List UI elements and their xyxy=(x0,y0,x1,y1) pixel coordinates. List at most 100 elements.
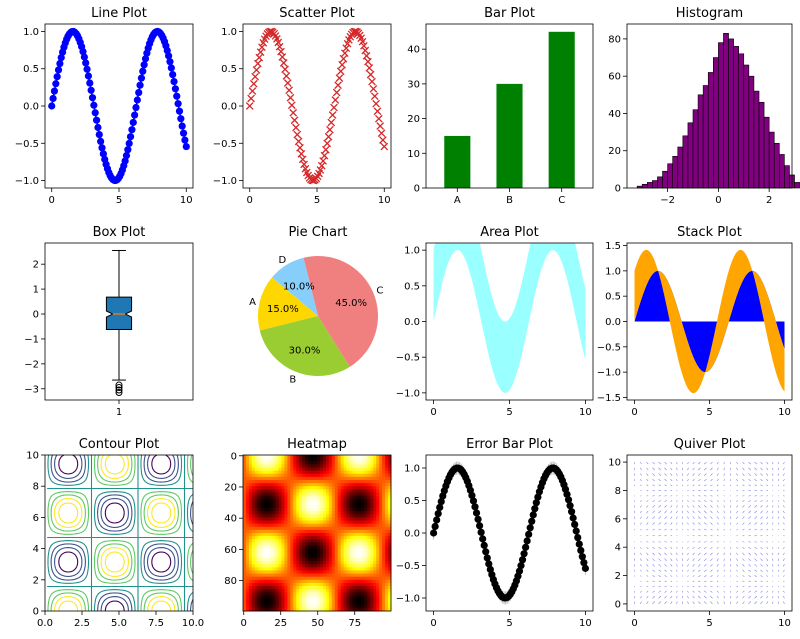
heatmap-cell xyxy=(370,542,374,546)
heatmap-cell xyxy=(349,598,353,603)
heatmap-cell xyxy=(328,511,333,515)
quiver-arrow xyxy=(697,510,701,514)
heatmap-cell xyxy=(287,567,291,571)
quiver-arrow xyxy=(658,541,661,543)
data-point xyxy=(54,66,63,74)
quiver-arrow xyxy=(698,522,701,525)
heatmap-cell xyxy=(293,564,297,568)
quiver-arrow xyxy=(664,495,667,497)
heatmap-cell xyxy=(243,579,247,584)
heatmap-cell xyxy=(254,455,259,459)
heatmap-cell xyxy=(388,542,392,546)
quiver-arrow xyxy=(670,541,673,543)
heatmap-cell xyxy=(361,529,365,534)
heatmap-cell xyxy=(266,479,271,484)
y-tick-label: 6 xyxy=(615,514,621,525)
heatmap-cell xyxy=(355,576,359,581)
heatmap-cell xyxy=(385,604,389,609)
heatmap-cell xyxy=(275,551,279,556)
heatmap-cell xyxy=(346,592,350,596)
y-tick-label: 20 xyxy=(407,114,420,125)
heatmap-cell xyxy=(319,567,324,571)
heatmap-cell xyxy=(346,533,350,537)
quiver-arrow xyxy=(670,522,673,525)
heatmap-cell xyxy=(251,573,256,578)
heatmap-cell xyxy=(269,473,273,478)
quiver-arrow xyxy=(710,522,713,525)
heatmap-cell xyxy=(376,523,380,528)
heatmap-cell xyxy=(367,607,371,612)
heatmap-cell xyxy=(278,557,282,562)
heatmap-cell xyxy=(379,592,383,596)
quiver-arrow xyxy=(670,601,673,605)
data-point xyxy=(468,491,476,500)
heatmap-cell xyxy=(287,539,291,543)
quiver-arrow xyxy=(698,495,701,497)
heatmap-cell xyxy=(317,567,321,571)
heatmap-cell xyxy=(358,492,362,496)
heatmap-cell xyxy=(287,548,291,553)
heatmap-cell xyxy=(290,479,294,484)
heatmap-cell xyxy=(257,461,262,465)
heatmap-cell xyxy=(373,542,377,546)
heatmap-cell xyxy=(328,495,333,500)
histogram-bar xyxy=(763,116,770,189)
quiver-arrow xyxy=(687,495,689,497)
heatmap-cell xyxy=(358,495,362,500)
heatmap-cell xyxy=(355,523,359,528)
heatmap-cell xyxy=(287,601,291,606)
heatmap-cell xyxy=(385,573,389,578)
heatmap-cell xyxy=(337,604,342,609)
heatmap-cell xyxy=(325,586,330,590)
heatmap-cell xyxy=(305,582,309,587)
heatmap-cell xyxy=(296,564,300,568)
heatmap-cell xyxy=(266,473,271,478)
quiver-arrow xyxy=(676,595,678,599)
heatmap-cell xyxy=(331,582,336,587)
heatmap-cell xyxy=(385,461,389,465)
heatmap-cell xyxy=(328,508,333,512)
heatmap-cell xyxy=(263,523,268,528)
heatmap-cell xyxy=(296,533,300,537)
heatmap-cell xyxy=(370,483,374,487)
heatmap-cell xyxy=(248,598,253,603)
heatmap-cell xyxy=(257,464,262,468)
heatmap-cell xyxy=(272,570,276,574)
heatmap-cell xyxy=(278,483,282,487)
heatmap-cell xyxy=(367,479,371,484)
heatmap-cell xyxy=(281,483,285,487)
heatmap-cell xyxy=(302,586,306,590)
heatmap-cell xyxy=(263,476,268,481)
data-point xyxy=(124,146,132,154)
heatmap-cell xyxy=(322,579,327,584)
heatmap-cell xyxy=(325,455,330,459)
heatmap-cell xyxy=(275,545,279,549)
heatmap-cell xyxy=(334,498,339,503)
heatmap-cell xyxy=(290,567,294,571)
heatmap-cell xyxy=(367,501,371,506)
heatmap-cell xyxy=(284,595,288,599)
heatmap-cell xyxy=(349,470,353,475)
heatmap-cell xyxy=(260,598,265,603)
heatmap-cell xyxy=(340,533,345,537)
heatmap-cell xyxy=(343,589,347,593)
heatmap-cell xyxy=(245,557,250,562)
heatmap-cell xyxy=(278,542,282,546)
heatmap-cell xyxy=(328,604,333,609)
heatmap-cell xyxy=(245,604,250,609)
heatmap-cell xyxy=(290,508,294,512)
heatmap-cell xyxy=(308,564,312,568)
heatmap-cell xyxy=(275,557,279,562)
heatmap-cell xyxy=(382,579,386,584)
heatmap-cell xyxy=(278,486,282,490)
heatmap-cell xyxy=(364,470,368,475)
quiver-arrow xyxy=(687,590,689,593)
heatmap-cell xyxy=(331,601,336,606)
heatmap-cell xyxy=(248,526,253,531)
heatmap-cell xyxy=(272,601,276,606)
heatmap-cell xyxy=(370,498,374,503)
heatmap-cell xyxy=(319,501,324,506)
heatmap-cell xyxy=(290,461,294,465)
heatmap-cell xyxy=(334,604,339,609)
